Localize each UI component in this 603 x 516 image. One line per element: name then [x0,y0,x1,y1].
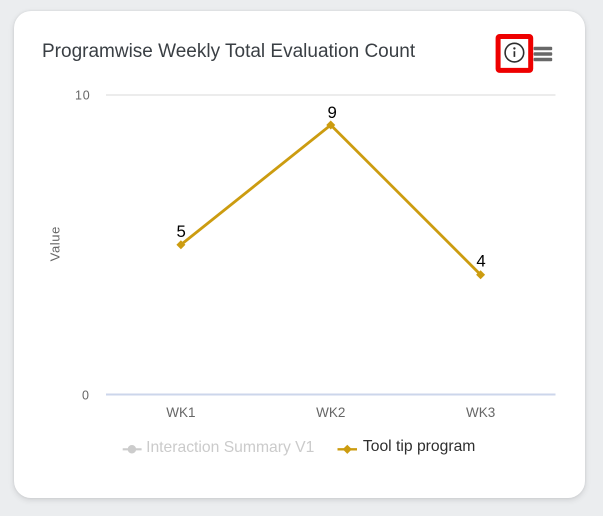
svg-text:WK3: WK3 [466,405,495,420]
svg-text:5: 5 [177,222,186,241]
svg-text:0: 0 [82,388,89,402]
svg-text:WK1: WK1 [166,405,195,420]
svg-text:9: 9 [328,103,337,122]
svg-text:4: 4 [476,252,485,271]
svg-text:Value: Value [47,226,62,261]
svg-text:Interaction Summary V1: Interaction Summary V1 [146,439,314,456]
svg-text:Tool tip program: Tool tip program [363,438,475,455]
svg-text:10: 10 [75,89,91,103]
svg-text:WK2: WK2 [316,405,345,420]
svg-text:Programwise Weekly Total Evalu: Programwise Weekly Total Evaluation Coun… [42,41,416,62]
